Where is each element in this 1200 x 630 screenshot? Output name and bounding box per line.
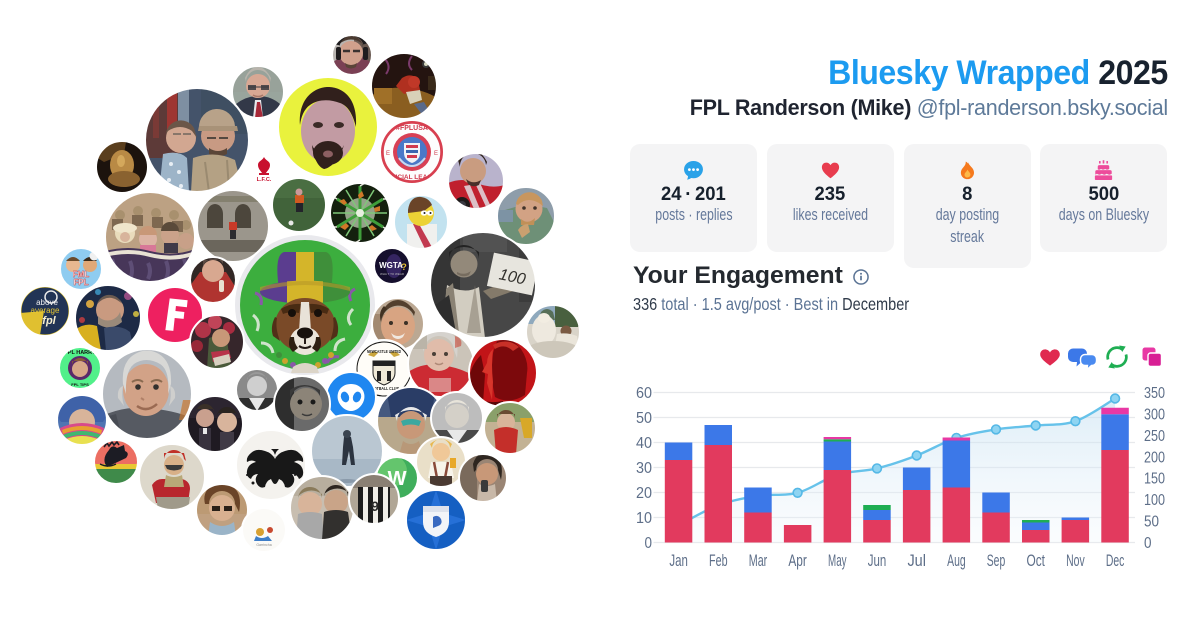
svg-text:Dec: Dec [1106,552,1125,570]
svg-text:Nov: Nov [1066,552,1085,570]
svg-text:Jan: Jan [669,552,688,570]
svg-text:OFFICIAL LEAGUE: OFFICIAL LEAGUE [383,174,442,181]
svg-text:10: 10 [636,510,652,527]
svg-text:Jul: Jul [907,552,926,570]
svg-text:Sep: Sep [987,552,1006,570]
svg-text:E: E [434,151,438,157]
svg-text:May: May [828,552,847,570]
svg-text:NEWCASTLE UNITED: NEWCASTLE UNITED [367,349,401,354]
svg-text:above: above [36,298,58,307]
svg-text:#FPLUSA: #FPLUSA [396,125,428,132]
svg-text:average: average [31,306,60,315]
svg-text:E: E [386,151,390,157]
svg-text:250: 250 [1144,428,1165,445]
svg-text:20: 20 [636,485,652,502]
svg-text:Aug: Aug [947,552,966,570]
svg-text:Feb: Feb [709,552,728,570]
svg-text:150: 150 [1144,471,1165,488]
svg-text:100: 100 [497,266,527,288]
svg-text:Apr: Apr [788,552,807,570]
svg-text:FPL: FPL [73,278,88,287]
svg-text:9: 9 [371,498,379,514]
svg-text:0: 0 [645,535,653,552]
svg-text:Mar: Mar [749,552,768,570]
svg-text:Oct: Oct [1026,552,1045,570]
svg-text:FPL TIPS: FPL TIPS [71,382,89,387]
svg-text:?: ? [401,262,407,272]
svg-text:50: 50 [1144,514,1159,531]
svg-text:Jun: Jun [868,552,887,570]
svg-text:WHA T TO WEAR: WHA T TO WEAR [380,272,405,276]
svg-text:WGTA: WGTA [379,261,403,270]
svg-text:50: 50 [636,410,652,427]
svg-text:FML: FML [73,270,90,279]
svg-text:FPL HARRY: FPL HARRY [64,350,96,356]
svg-text:350: 350 [1144,385,1165,402]
svg-text:30: 30 [636,460,652,477]
svg-text:fpl: fpl [42,315,56,327]
svg-text:200: 200 [1144,449,1165,466]
svg-text:100: 100 [1144,492,1165,509]
svg-text:0: 0 [1144,535,1152,552]
svg-text:L.F.C.: L.F.C. [257,177,272,183]
svg-text:300: 300 [1144,406,1165,423]
svg-text:40: 40 [636,435,652,452]
svg-text:60: 60 [636,385,652,402]
svg-text:FOOTBALL CLUB: FOOTBALL CLUB [369,386,399,391]
svg-text:Garrincha: Garrincha [256,543,271,547]
